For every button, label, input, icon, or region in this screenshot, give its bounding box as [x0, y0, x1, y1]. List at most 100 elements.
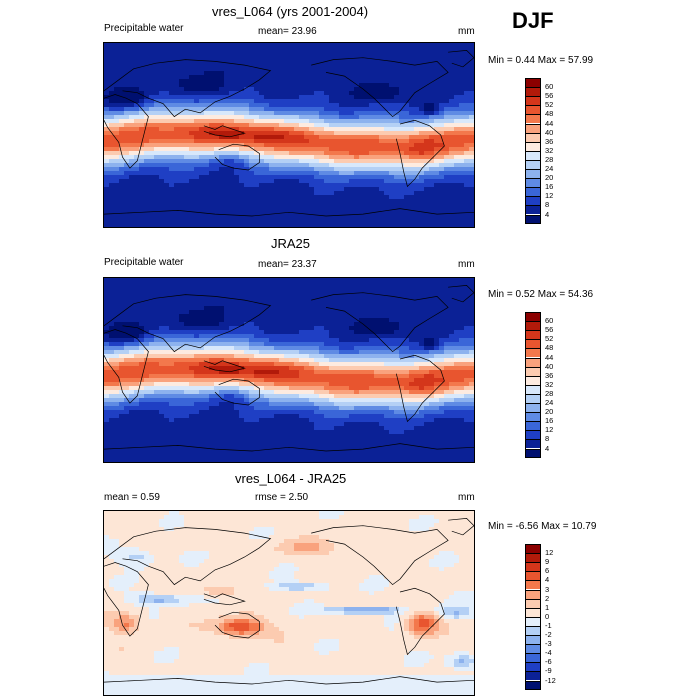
panel2-variable-label: Precipitable water: [104, 257, 184, 268]
coastlines: [104, 518, 474, 685]
colorbar-swatch: [525, 178, 541, 188]
colorbar-swatch: [525, 357, 541, 367]
colorbar-swatch: [525, 114, 541, 124]
panel3-map: [103, 510, 475, 696]
colorbar-swatch: [525, 196, 541, 206]
colorbar-swatch: [525, 96, 541, 106]
colorbar-swatch: [525, 580, 541, 590]
colorbar-swatch: [525, 105, 541, 115]
colorbar-tick-label: 44: [545, 118, 554, 128]
season-label: DJF: [512, 8, 554, 33]
panel2-title: JRA25: [271, 236, 311, 251]
colorbar-swatch: [525, 680, 541, 690]
colorbar-tick-label: 60: [545, 316, 554, 326]
colorbar-tick-label: 9: [545, 557, 550, 567]
panel1-map-svg: [104, 43, 474, 227]
panel1-map: [103, 42, 475, 228]
colorbar-swatch: [525, 553, 541, 563]
colorbar-tick-label: -2: [545, 630, 552, 639]
colorbar-tick-label: 1: [545, 602, 550, 612]
colorbar-tick-label: 32: [545, 379, 554, 389]
colorbar-tick-label: 20: [545, 407, 554, 417]
colorbar-swatch: [525, 589, 541, 599]
colorbar-tick-label: 28: [545, 154, 554, 164]
colorbar-tick-label: 52: [545, 334, 554, 344]
colorbar-tick-label: 40: [545, 361, 554, 371]
colorbar-tick-label: 12: [545, 425, 554, 435]
panel3-map-svg: [104, 511, 474, 695]
colorbar-tick-label: 32: [545, 145, 554, 155]
colorbar-tick-label: 4: [545, 209, 550, 219]
colorbar-tick-label: 12: [545, 191, 554, 201]
colorbar-tick-label: 52: [545, 100, 554, 110]
colorbar-swatch: [525, 169, 541, 179]
colorbar-swatch: [525, 671, 541, 681]
colorbar-swatch: [525, 625, 541, 635]
colorbar-tick-label: 28: [545, 388, 554, 398]
colorbar-tick-label: -6: [545, 657, 552, 667]
colorbar-tick-label: 16: [545, 416, 554, 426]
colorbar-tick-label: 6: [545, 566, 550, 576]
panel3-title: vres_L064 - JRA25: [235, 471, 347, 486]
colorbar-tick-label: 20: [545, 173, 554, 183]
panel1-minmax: Min = 0.44 Max = 57.99: [488, 55, 594, 66]
colorbar-tick-label: 56: [545, 325, 554, 335]
colorbar-tick-label: -9: [545, 666, 552, 676]
colorbar-swatch: [525, 430, 541, 440]
colorbar-swatch: [525, 421, 541, 431]
colorbar-tick-label: 56: [545, 91, 554, 101]
panel3-rmse-label: rmse = 2.50: [255, 492, 309, 503]
colorbar-tick-label: 4: [545, 443, 550, 453]
field-shading: [104, 511, 474, 695]
colorbar-swatch: [525, 448, 541, 458]
colorbar-tick-label: 2: [545, 593, 550, 603]
colorbar-swatch: [525, 403, 541, 413]
colorbar-swatch: [525, 348, 541, 358]
colorbar-tick-label: 3: [545, 584, 550, 594]
colorbar-swatch: [525, 330, 541, 340]
panel1-mean-label: mean= 23.96: [258, 26, 317, 37]
colorbar-swatch: [525, 123, 541, 133]
colorbar-tick-label: 36: [545, 370, 554, 380]
colorbar-swatch: [525, 366, 541, 376]
colorbar-swatch: [525, 384, 541, 394]
colorbar-tick-label: 8: [545, 200, 550, 210]
colorbar-swatch: [525, 375, 541, 385]
colorbar-swatch: [525, 150, 541, 160]
field-shading: [104, 43, 474, 227]
colorbar-swatch: [525, 644, 541, 654]
colorbar-swatch: [525, 159, 541, 169]
colorbar-tick-label: 44: [545, 352, 554, 362]
panel3-mean-label: mean = 0.59: [104, 492, 160, 503]
colorbar-swatch: [525, 653, 541, 663]
colorbar-swatch: [525, 439, 541, 449]
panel3-minmax: Min = -6.56 Max = 10.79: [488, 521, 597, 532]
colorbar-tick-label: -4: [545, 648, 552, 658]
colorbar-tick-label: 40: [545, 127, 554, 137]
colorbar-frame: [525, 312, 541, 458]
colorbar-swatch: [525, 393, 541, 403]
colorbar-tick-label: -1: [545, 620, 552, 630]
colorbar-tick-label: 12: [545, 548, 554, 558]
panel2-map-svg: [104, 278, 474, 462]
colorbar-swatch: [525, 141, 541, 151]
panel1-title: vres_L064 (yrs 2001-2004): [212, 4, 369, 19]
coastlines: [104, 50, 474, 217]
colorbar-tick-label: 24: [545, 164, 554, 173]
colorbar-tick-label: 36: [545, 136, 554, 146]
colorbar-swatch: [525, 616, 541, 626]
colorbar-tick-label: -12: [545, 675, 556, 685]
colorbar-frame: [525, 78, 541, 224]
colorbar-swatch: [525, 132, 541, 142]
colorbar-swatch: [525, 571, 541, 581]
panel1-variable-label: Precipitable water: [104, 23, 184, 34]
panel2-units: mm: [458, 259, 475, 270]
colorbar-tick-label: -3: [545, 639, 552, 649]
colorbar-swatch: [525, 87, 541, 97]
colorbar-swatch: [525, 214, 541, 224]
field-shading: [104, 278, 474, 462]
coastlines: [104, 285, 474, 452]
colorbar-tick-label: 8: [545, 434, 550, 444]
colorbar-swatch: [525, 607, 541, 617]
panel2-minmax: Min = 0.52 Max = 54.36: [488, 289, 594, 300]
